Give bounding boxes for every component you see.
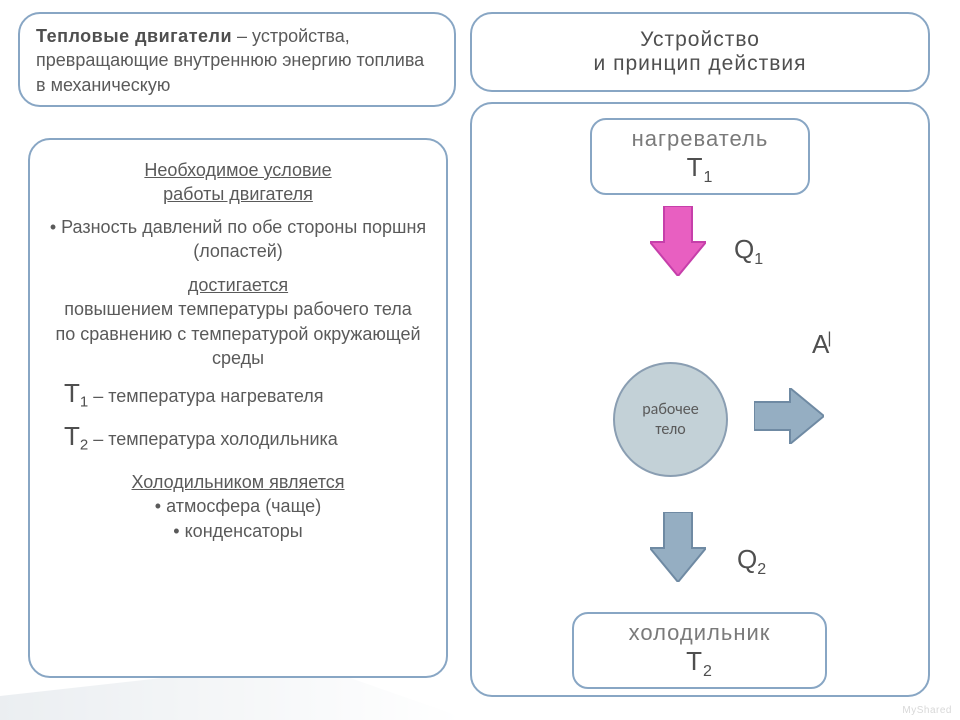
arrow-q1-icon (650, 206, 706, 276)
work-prime: | (827, 330, 831, 347)
cond-bullet1: • Разность давлений по обе стороны поршн… (46, 215, 430, 264)
t1-line: Т1 – температура нагревателя (46, 376, 430, 413)
q2-q: Q (737, 544, 757, 574)
title-line2: и принцип действия (472, 52, 928, 76)
arrow-work-icon (754, 388, 824, 444)
arrow-q2-icon (650, 512, 706, 582)
cooler-sub: 2 (703, 663, 713, 680)
cond-head1-l1: Необходимое условие (144, 160, 331, 180)
body-l2: тело (655, 420, 685, 439)
cooler-label: холодильник (586, 620, 813, 646)
t1-label: – температура нагревателя (88, 386, 323, 406)
t1-sub: 1 (80, 394, 88, 411)
conditions-panel: Необходимое условие работы двигателя • Р… (28, 138, 448, 678)
t2-line: Т2 – температура холодильника (46, 419, 430, 456)
body-l1: рабочее (642, 400, 698, 419)
working-body-circle: рабочеетело (613, 362, 728, 477)
heater-t: Т (687, 152, 704, 182)
cond-bullet2: • атмосфера (чаще) (46, 494, 430, 518)
heater-block: нагреватель Т1 (590, 118, 810, 195)
cond-bullet3: • конденсаторы (46, 519, 430, 543)
cooler-t: Т (686, 646, 703, 676)
cond-text3: по сравнению с температурой окружающей с… (46, 322, 430, 371)
title-line1: Устройство (472, 28, 928, 52)
cond-text2: повышением температуры рабочего тела (46, 297, 430, 321)
heater-sub: 1 (703, 169, 713, 186)
definition-dash: – (232, 26, 252, 46)
t2-sub: 2 (80, 437, 88, 454)
t2-label: – температура холодильника (88, 429, 338, 449)
q1-q: Q (734, 234, 754, 264)
q1-sub: 1 (754, 251, 763, 268)
cond-head2: достигается (188, 275, 288, 295)
cond-head3: Холодильником является (132, 472, 345, 492)
t2-var: Т (64, 421, 80, 451)
diagram-panel: нагреватель Т1 холодильник Т2 рабочеетел… (470, 102, 930, 697)
title-structure-principle: Устройство и принцип действия (470, 12, 930, 92)
work-label: A| (812, 329, 832, 360)
watermark: MyShared (902, 705, 952, 716)
cooler-block: холодильник Т2 (572, 612, 827, 689)
cond-head1-l2: работы двигателя (163, 184, 313, 204)
heater-label: нагреватель (604, 126, 796, 152)
definition-panel: Тепловые двигатели – устройства, превращ… (18, 12, 456, 107)
q1-label: Q1 (734, 234, 763, 269)
t1-var: Т (64, 378, 80, 408)
definition-term: Тепловые двигатели (36, 26, 232, 46)
q2-label: Q2 (737, 544, 766, 579)
q2-sub: 2 (757, 561, 766, 578)
